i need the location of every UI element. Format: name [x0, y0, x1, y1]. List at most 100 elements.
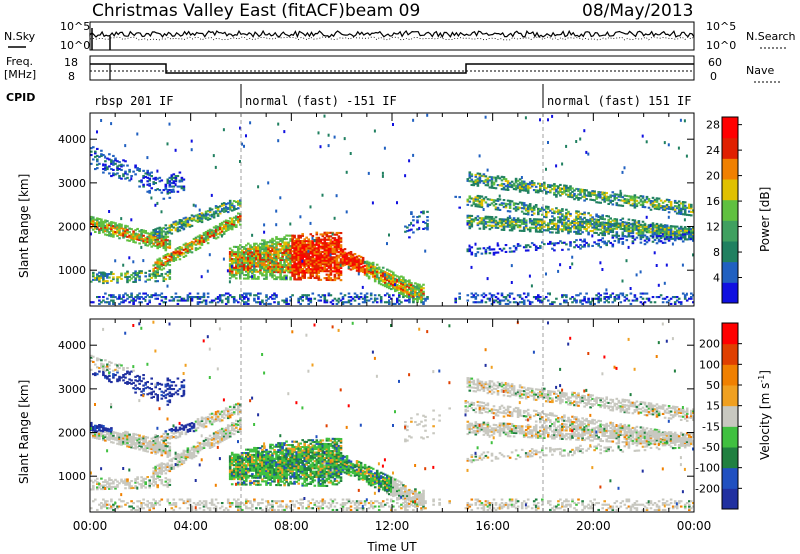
echo-cell	[394, 302, 397, 305]
echo-cell	[615, 231, 619, 234]
echo-cell	[158, 237, 162, 240]
echo-cell	[508, 206, 512, 209]
echo-cell	[609, 201, 612, 204]
echo-cell	[631, 228, 635, 231]
echo-cell	[285, 234, 288, 237]
echo-cell	[669, 228, 673, 231]
echo-cell	[303, 294, 306, 297]
echo-cell	[339, 245, 343, 248]
echo-cell	[577, 294, 580, 297]
echo-cell	[504, 302, 508, 305]
echo-cell	[367, 265, 371, 268]
echo-cell	[474, 205, 478, 208]
echo-cell	[158, 244, 162, 247]
echo-cell	[577, 189, 580, 192]
echo-cell	[104, 165, 107, 168]
echo-cell	[180, 246, 184, 249]
echo-cell	[281, 265, 284, 268]
echo-cell	[295, 269, 298, 272]
echo-cell	[557, 221, 560, 224]
echo-cell	[168, 196, 172, 199]
echo-cell	[649, 208, 653, 211]
echo-cell	[245, 302, 248, 305]
echo-cell	[253, 268, 256, 271]
echo-cell	[357, 258, 361, 261]
echo-cell	[641, 292, 645, 295]
echo-cell	[273, 271, 276, 274]
echo-cell	[534, 204, 538, 207]
echo-cell	[269, 239, 272, 242]
echo-cell	[226, 228, 230, 231]
echo-cell	[357, 270, 361, 273]
echo-cell	[675, 235, 679, 238]
echo-cell	[595, 218, 598, 221]
echo-cell	[156, 280, 159, 283]
echo-cell	[643, 199, 647, 202]
echo-cell	[593, 231, 596, 234]
echo-cell	[581, 240, 584, 243]
echo-cell	[156, 273, 159, 276]
echo-cell	[186, 248, 190, 251]
echo-cell	[114, 296, 117, 299]
echo-cell	[486, 217, 490, 220]
echo-cell	[305, 245, 308, 248]
echo-cell	[486, 203, 490, 206]
echo-cell	[174, 257, 178, 260]
freq-unit-label: [MHz]	[4, 68, 36, 81]
echo-cell	[649, 301, 653, 304]
echo-cell	[329, 277, 333, 280]
echo-cell	[148, 179, 151, 182]
echo-cell	[249, 253, 252, 256]
echo-cell	[633, 296, 637, 299]
echo-cell	[237, 259, 240, 262]
echo-cell	[224, 208, 228, 211]
echo-cell	[154, 266, 157, 269]
echo-cell	[619, 301, 623, 304]
echo-cell	[291, 294, 294, 297]
echo-cell	[681, 233, 685, 236]
echo-cell	[118, 237, 121, 240]
echo-cell	[559, 221, 562, 224]
echo-cell	[106, 220, 109, 223]
echo-cell	[466, 250, 470, 253]
echo-cell	[502, 225, 506, 228]
echo-cell	[279, 264, 282, 267]
echo-cell	[265, 274, 268, 277]
echo-cell	[599, 215, 602, 218]
echo-cell	[166, 271, 170, 274]
echo-cell	[208, 228, 212, 231]
echo-cell	[424, 297, 427, 300]
echo-cell	[112, 160, 115, 163]
echo-cell	[458, 206, 461, 209]
echo-cell	[530, 219, 534, 222]
echo-cell	[488, 252, 492, 255]
echo-cell	[416, 297, 419, 300]
echo-cell	[307, 245, 310, 248]
echo-cell	[502, 206, 506, 209]
echo-cell	[683, 294, 687, 297]
echo-cell	[357, 260, 361, 263]
echo-cell	[551, 211, 554, 214]
echo-cell	[255, 265, 258, 268]
echo-cell	[349, 256, 353, 259]
echo-cell	[484, 178, 488, 181]
echo-cell	[329, 272, 333, 275]
echo-cell	[110, 294, 113, 297]
echo-cell	[386, 277, 389, 280]
cpid-segment-label: normal (fast) 151 IF	[547, 94, 692, 108]
echo-cell	[267, 302, 270, 305]
echo-cell	[152, 181, 155, 184]
echo-cell	[158, 235, 162, 238]
echo-cell	[496, 198, 500, 201]
echo-cell	[339, 254, 343, 257]
echo-cell	[522, 212, 526, 215]
echo-cell	[655, 204, 659, 207]
echo-cell	[303, 240, 306, 243]
echo-cell	[524, 116, 527, 120]
echo-cell	[235, 254, 238, 257]
echo-cell	[567, 248, 570, 251]
echo-cell	[281, 278, 284, 281]
echo-cell	[323, 301, 327, 304]
echo-cell	[293, 269, 296, 272]
